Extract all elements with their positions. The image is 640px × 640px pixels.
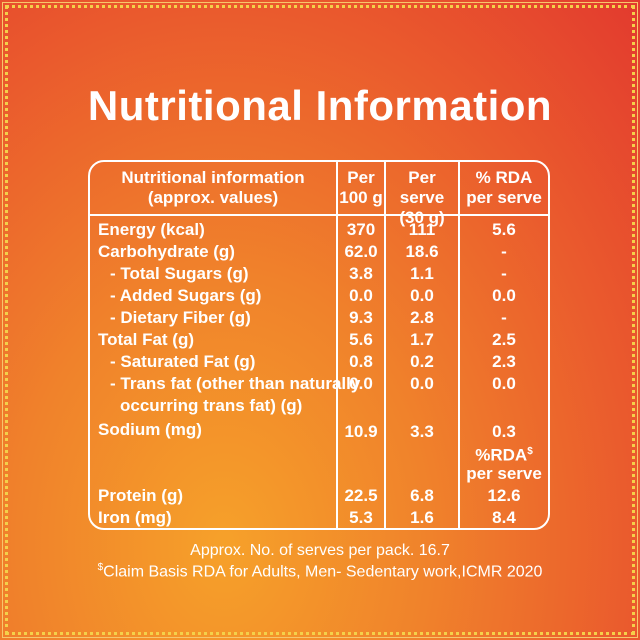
row-rda: - [501, 308, 507, 327]
column-divider [384, 162, 386, 528]
row-per-serve: 0.2 [410, 352, 434, 371]
row-per100: 0.0 [349, 286, 373, 305]
row-per100: 5.6 [349, 330, 373, 349]
header-rda-line2: per serve [466, 188, 542, 207]
row-label: - Dietary Fiber (g) [110, 308, 251, 327]
row-rda: 0.0 [492, 374, 516, 393]
row-rda: 5.6 [492, 220, 516, 239]
row-per-serve: 6.8 [410, 486, 434, 505]
rda-note: %RDA$ [460, 442, 548, 466]
row-rda: 0.3 [492, 422, 516, 441]
row-label: Total Fat (g) [98, 330, 194, 349]
row-per-serve: 1.1 [410, 264, 434, 283]
claim-text: Claim Basis RDA for Adults, Men- Sedenta… [103, 563, 543, 581]
row-label: Protein (g) [98, 486, 183, 505]
header-per100-line2: 100 g [339, 188, 383, 207]
row-per100: 0.8 [349, 352, 373, 371]
row-label: - Added Sugars (g) [110, 286, 262, 305]
column-divider [336, 162, 338, 528]
row-per100: 9.3 [349, 308, 373, 327]
row-per-serve: 1.6 [410, 508, 434, 527]
row-label: - Trans fat (other than naturally [110, 374, 361, 393]
row-per-serve: 18.6 [405, 242, 439, 261]
header-per100: Per 100 g [338, 168, 384, 208]
nutrition-table: Nutritional information (approx. values)… [88, 160, 550, 530]
header-rda-line1: % RDA [475, 168, 533, 187]
row-rda: 0.0 [492, 286, 516, 305]
row-rda: 12.6 [487, 486, 521, 505]
header-nutrient: Nutritional information (approx. values) [90, 168, 336, 208]
row-label-continued: occurring trans fat) (g) [120, 396, 303, 415]
row-rda: - [501, 242, 507, 261]
row-per100: 370 [346, 220, 376, 239]
row-per100: 3.8 [349, 264, 373, 283]
row-per-serve: 3.3 [410, 422, 434, 441]
row-per-serve: 111 [408, 220, 436, 239]
row-rda: 2.3 [492, 352, 516, 371]
row-per100: 5.3 [349, 508, 373, 527]
row-per-serve: 0.0 [410, 286, 434, 305]
claim-sup: $ [97, 562, 104, 573]
row-rda: - [501, 264, 507, 283]
rda-note-sup: $ [527, 446, 533, 457]
row-per100: 62.0 [344, 242, 378, 261]
row-per-serve: 2.8 [410, 308, 434, 327]
page-title: Nutritional Information [87, 82, 553, 129]
row-label: Energy (kcal) [98, 220, 205, 239]
header-divider [90, 214, 548, 216]
rda-note-text: %RDA [475, 445, 528, 465]
header-nutrient-line1: Nutritional information [121, 168, 305, 187]
row-label: Sodium (mg) [98, 420, 202, 439]
row-label: - Saturated Fat (g) [110, 352, 256, 371]
row-per-serve: 1.7 [410, 330, 434, 349]
row-per100: 10.9 [344, 422, 378, 441]
row-per100: 22.5 [344, 486, 378, 505]
row-per-serve: 0.0 [410, 374, 434, 393]
claim-note: $Claim Basis RDA for Adults, Men- Sedent… [0, 562, 640, 581]
header-per-serve: Per serve (30 g) [386, 168, 458, 228]
header-per-serve-line1: Per serve [399, 168, 445, 207]
rda-note-line2: per serve [466, 464, 542, 483]
header-per100-line1: Per [347, 168, 375, 187]
header-rda: % RDA per serve [460, 168, 548, 208]
header-per-serve-line2: (30 g) [399, 208, 445, 227]
row-label: - Total Sugars (g) [110, 264, 249, 283]
row-label: Carbohydrate (g) [98, 242, 235, 261]
row-rda: 2.5 [492, 330, 516, 349]
column-divider [458, 162, 460, 528]
row-rda: 8.4 [492, 508, 516, 527]
row-label: Iron (mg) [98, 508, 172, 527]
row-per100: 0.0 [349, 374, 373, 393]
header-nutrient-line2: (approx. values) [147, 188, 279, 207]
serves-note: Approx. No. of serves per pack. 16.7 [190, 542, 450, 559]
